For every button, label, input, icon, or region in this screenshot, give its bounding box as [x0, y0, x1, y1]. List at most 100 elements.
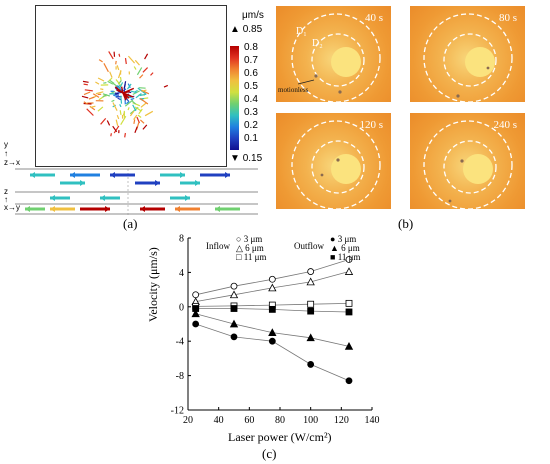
- legend-inflow-11um: □ 11 μm: [236, 252, 266, 262]
- velocity-vector: [138, 87, 146, 89]
- velocity-vector: [133, 114, 138, 120]
- legend: Inflow ○ 3 μm △ 6 μm □ 11 μm Outflow ● 3…: [206, 234, 376, 264]
- velocity-vector: [122, 88, 127, 92]
- velocity-vector: [124, 132, 126, 138]
- legend-inflow-6um: △ 6 μm: [236, 243, 264, 254]
- velocity-vector: [139, 74, 144, 79]
- legend-outflow-11um: ■ 11 μm: [330, 252, 360, 262]
- legend-label: 3 μm: [243, 234, 263, 244]
- colorbar-tick-label: 0.8: [244, 42, 258, 53]
- data-point: [268, 283, 277, 292]
- velocity-vector: [127, 55, 136, 64]
- arrowhead-icon: [155, 180, 160, 186]
- filled-triangle-icon: ▲: [330, 243, 339, 253]
- arrowhead-icon: [175, 206, 180, 212]
- y-tick-label: -8: [176, 371, 184, 382]
- arrowhead-icon: [25, 206, 30, 212]
- x-tick-label: 120: [334, 415, 349, 426]
- velocity-vector: [132, 104, 137, 112]
- colorbar: [230, 46, 239, 150]
- velocity-vector: [119, 104, 122, 108]
- data-point: [192, 320, 200, 328]
- colorbar-unit: μm/s: [242, 10, 264, 21]
- open-square-icon: □: [236, 252, 242, 262]
- arrowhead-icon: [100, 195, 105, 201]
- arrowhead-icon: [30, 172, 35, 178]
- colorbar-max-value: 0.85: [242, 24, 263, 35]
- velocity-vector: [135, 93, 142, 99]
- velocity-vector: [111, 99, 115, 103]
- velocity-vector: [116, 85, 122, 90]
- x-tick-label: 60: [244, 415, 254, 426]
- velocity-vector: [103, 63, 109, 73]
- arrowhead-icon: [185, 195, 190, 201]
- x-tick-label: 20: [183, 415, 193, 426]
- colorbar-tick-label: 0.2: [244, 120, 258, 131]
- rings-icon: [291, 13, 381, 102]
- velocity-vector: [134, 106, 142, 112]
- top-view-frame: [35, 5, 227, 167]
- colorbar-min-value: 0.15: [242, 153, 263, 164]
- velocity-vector: [106, 120, 111, 126]
- velocity-vector: [163, 84, 169, 88]
- velocity-vector: [141, 89, 147, 92]
- legend-inflow-3um: ○ 3 μm: [236, 234, 262, 244]
- axis-arrow-right-side-icon: →: [8, 203, 16, 212]
- velocity-vector: [124, 99, 134, 107]
- velocity-vector: [131, 100, 136, 105]
- velocity-vector: [130, 97, 135, 101]
- panel-b-label: (b): [398, 216, 414, 231]
- velocity-vector: [81, 95, 89, 99]
- rings-icon: [423, 120, 513, 209]
- y-tick-label: 0: [179, 302, 184, 313]
- data-point: [192, 291, 200, 299]
- velocity-vector: [137, 114, 142, 118]
- velocity-vector: [82, 80, 89, 83]
- velocity-vector: [142, 124, 148, 130]
- triangle-up-icon: ▲: [230, 24, 240, 35]
- legend-outflow-title: Outflow: [294, 241, 324, 251]
- arrowhead-icon: [215, 206, 220, 212]
- data-point: [345, 308, 353, 316]
- velocity-vector: [139, 119, 145, 124]
- axis-indicator-side: z ↑ x→y: [4, 188, 20, 212]
- axis-y-label: y: [4, 140, 8, 149]
- vector-field-plot: [81, 51, 169, 138]
- filled-square-icon: ■: [330, 252, 336, 262]
- arrowhead-icon: [225, 172, 230, 178]
- velocity-vector: [97, 77, 105, 82]
- data-point: [345, 299, 353, 307]
- axis-x-side-label: x: [4, 203, 8, 212]
- colorbar-tick-label: 0.4: [244, 94, 258, 105]
- axis-z-side-label: z: [4, 187, 8, 196]
- triangle-down-icon: ▼: [230, 153, 240, 164]
- velocity-vector: [83, 101, 89, 105]
- data-point: [268, 275, 276, 283]
- velocity-vector: [142, 67, 149, 73]
- data-point: [230, 333, 238, 341]
- velocity-vector: [139, 97, 149, 105]
- legend-label: 11 μm: [243, 252, 267, 262]
- colorbar-tick-label: 0.6: [244, 68, 258, 79]
- colorbar-tick-label: 0.3: [244, 107, 258, 118]
- data-point: [230, 282, 238, 290]
- axis-z-label: z: [4, 158, 8, 167]
- y-tick-label: 8: [179, 234, 184, 245]
- time-label: 120 s: [359, 119, 383, 131]
- axis-arrow-up-icon: ↑: [4, 149, 8, 158]
- velocity-vector: [119, 76, 122, 81]
- velocity-vector: [92, 93, 100, 98]
- velocity-vector: [115, 60, 117, 65]
- colorbar-min: ▼ 0.15: [230, 153, 262, 164]
- y-axis-title: Velocity (μm/s): [146, 247, 160, 322]
- velocity-vector: [112, 102, 118, 111]
- velocity-vector: [109, 71, 113, 78]
- x-tick-label: 140: [365, 415, 380, 426]
- colorbar-tick-label: 0.5: [244, 81, 258, 92]
- velocity-vector: [110, 133, 112, 137]
- axis-arrow-right-icon: →: [8, 158, 16, 167]
- velocity-vector: [116, 114, 120, 120]
- velocity-vector: [130, 90, 137, 94]
